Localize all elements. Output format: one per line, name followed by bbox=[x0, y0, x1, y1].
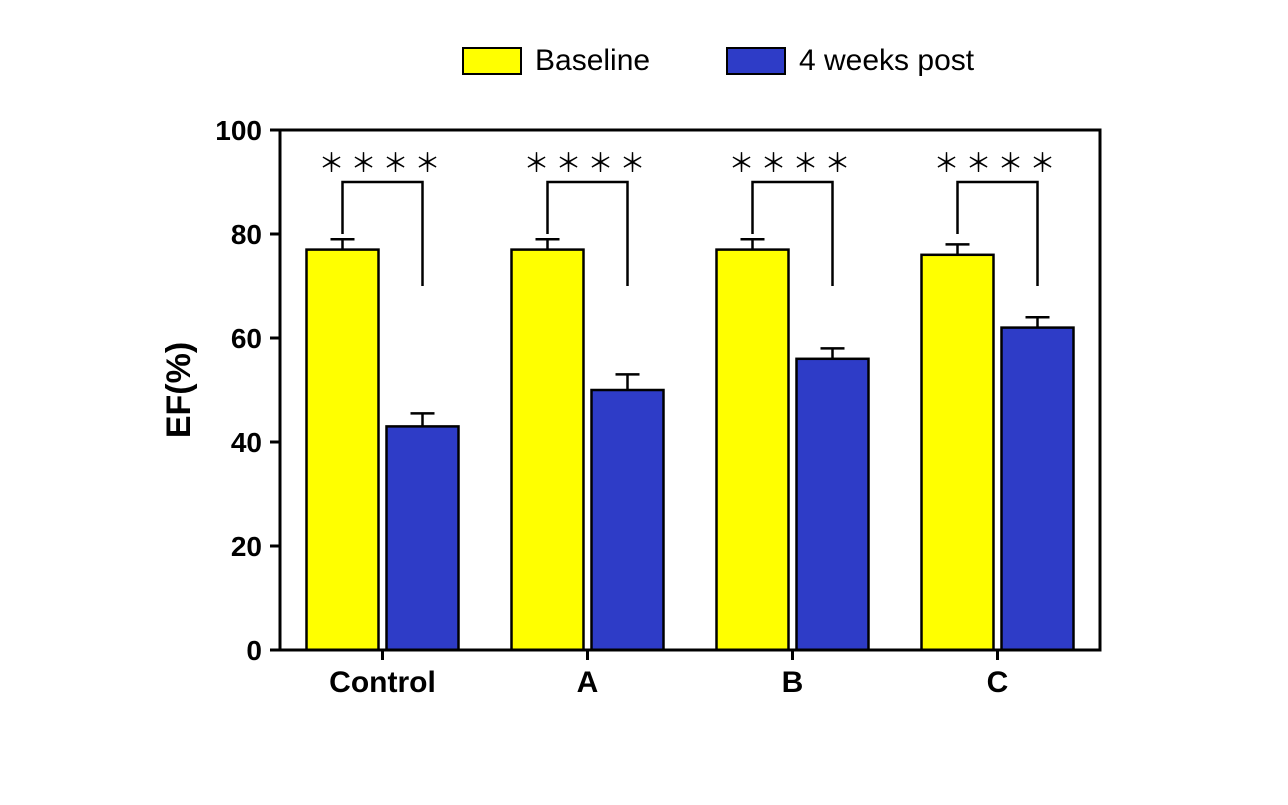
legend-swatch-1 bbox=[727, 48, 785, 74]
bar-C-1 bbox=[1002, 328, 1074, 650]
y-axis-title: EF(%) bbox=[160, 342, 198, 438]
sig-label-2: ＊＊＊＊ bbox=[728, 148, 856, 178]
bar-B-0 bbox=[717, 250, 789, 650]
bar-Control-0 bbox=[307, 250, 379, 650]
ef-bar-chart: Baseline 4 weeks post ＊＊＊＊ ＊＊＊＊ ＊＊＊＊ ＊＊＊＊ 0 20 4… bbox=[0, 0, 1288, 805]
chart-container: Baseline 4 weeks post ＊＊＊＊ ＊＊＊＊ ＊＊＊＊ ＊＊＊＊ 0 20 4… bbox=[0, 0, 1288, 805]
bar-Control-1 bbox=[387, 426, 459, 650]
sig-label-0: ＊＊＊＊ bbox=[318, 148, 446, 178]
y-tick-label-60: 60 bbox=[231, 323, 262, 354]
y-tick-label-100: 100 bbox=[215, 115, 262, 146]
sig-label-3: ＊＊＊＊ bbox=[933, 148, 1061, 178]
x-label-B: B bbox=[782, 666, 804, 699]
legend-label-1: 4 weeks post bbox=[799, 44, 975, 77]
bar-B-1 bbox=[797, 359, 869, 650]
x-label-A: A bbox=[577, 666, 599, 699]
x-label-Control: Control bbox=[329, 666, 436, 699]
legend-label-0: Baseline bbox=[535, 44, 650, 77]
x-label-C: C bbox=[987, 666, 1009, 699]
y-tick-label-20: 20 bbox=[231, 531, 262, 562]
y-tick-label-40: 40 bbox=[231, 427, 262, 458]
sig-label-1: ＊＊＊＊ bbox=[523, 148, 651, 178]
bar-A-0 bbox=[512, 250, 584, 650]
bar-C-0 bbox=[922, 255, 994, 650]
legend-swatch-0 bbox=[463, 48, 521, 74]
bar-A-1 bbox=[592, 390, 664, 650]
y-tick-label-80: 80 bbox=[231, 219, 262, 250]
y-tick-label-0: 0 bbox=[246, 635, 262, 666]
